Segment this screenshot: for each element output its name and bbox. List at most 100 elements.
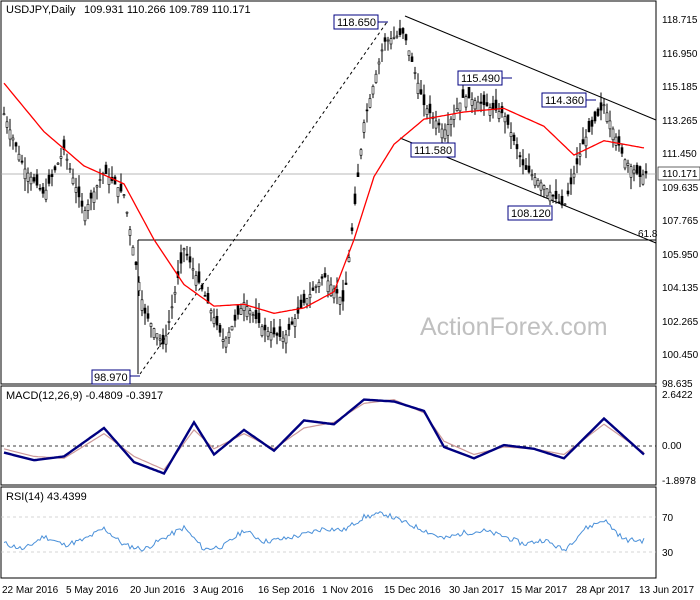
price-bar-body xyxy=(137,282,141,292)
price-bar-body xyxy=(221,339,225,342)
price-bar-body xyxy=(230,325,234,331)
macd-y-tick: 0.00 xyxy=(662,441,682,452)
price-bar-body xyxy=(41,187,45,194)
price-bar-body xyxy=(554,190,558,199)
annotation-box xyxy=(91,369,131,385)
price-bar-body xyxy=(446,124,450,136)
price-bar-body xyxy=(284,334,288,344)
price-bar-body xyxy=(209,310,213,314)
macd-y-tick: -1.8978 xyxy=(662,476,696,487)
price-bar-body xyxy=(536,179,540,187)
price-bar-body xyxy=(497,111,501,119)
price-bar-body xyxy=(587,120,591,133)
price-y-tick: 118.715 xyxy=(662,15,698,26)
annotation-high-3: 114.360 xyxy=(545,95,584,107)
price-bar-body xyxy=(329,284,333,297)
price-bar-body xyxy=(86,204,90,211)
x-tick: 5 May 2016 xyxy=(66,585,119,596)
price-bar-body xyxy=(401,28,405,34)
price-bar-body xyxy=(122,194,126,196)
price-bar-body xyxy=(35,174,39,186)
price-bar-body xyxy=(164,335,168,345)
price-bar-body xyxy=(575,158,579,165)
price-bar-body xyxy=(20,160,24,163)
price-y-tick: 115.185 xyxy=(662,82,698,93)
price-bar-body xyxy=(26,172,30,182)
price-bar-body xyxy=(50,174,54,177)
macd-signal-line xyxy=(3,398,645,471)
price-bar-body xyxy=(332,288,336,299)
price-bar-body xyxy=(491,102,495,110)
price-bar-body xyxy=(506,114,510,125)
price-bar-body xyxy=(245,306,249,318)
watermark: ActionForex.com xyxy=(420,313,608,341)
price-bar-body xyxy=(191,268,195,271)
price-bar-body xyxy=(608,120,612,130)
price-bar-body xyxy=(560,195,564,206)
price-bar-body xyxy=(212,317,216,324)
price-bar-body xyxy=(413,72,417,74)
price-bar-body xyxy=(320,276,324,279)
price-bar-body xyxy=(317,282,321,287)
x-tick: 30 Jan 2017 xyxy=(449,585,504,596)
x-tick: 15 Mar 2017 xyxy=(511,585,568,596)
price-bar-body xyxy=(65,158,69,161)
price-bar-body xyxy=(614,136,618,146)
price-bar-body xyxy=(530,174,534,177)
price-bar-body xyxy=(335,289,339,294)
price-bar-body xyxy=(299,299,303,309)
price-bar-body xyxy=(338,296,342,305)
price-bar-body xyxy=(539,182,543,191)
price-bar-body xyxy=(95,185,99,188)
price-bar-body xyxy=(341,290,345,302)
price-y-tick: 116.950 xyxy=(662,49,698,60)
price-bar-body xyxy=(200,284,204,290)
price-bar-body xyxy=(356,172,360,177)
price-bar-body xyxy=(617,136,621,146)
price-bar-body xyxy=(509,132,513,137)
price-bar-body xyxy=(173,291,177,295)
price-bar-body xyxy=(233,314,237,321)
price-bar-body xyxy=(323,273,327,278)
price-bar-body xyxy=(59,156,63,159)
price-bar-body xyxy=(641,174,645,185)
price-bar-body xyxy=(68,168,72,170)
macd-line xyxy=(3,398,645,475)
price-bar-body xyxy=(239,308,243,315)
upper-channel-line xyxy=(404,15,657,121)
price-bar-body xyxy=(599,102,603,111)
price-bar-body xyxy=(116,187,120,197)
price-bar-body xyxy=(359,149,363,156)
price-bar-body xyxy=(371,86,375,95)
price-bar-body xyxy=(635,164,639,174)
x-tick: 28 Apr 2017 xyxy=(576,585,630,596)
price-bar-body xyxy=(629,166,633,178)
price-bar-body xyxy=(53,166,57,171)
price-bar-body xyxy=(428,103,432,114)
price-bar-body xyxy=(527,165,531,173)
price-bar-body xyxy=(80,200,84,207)
price-bar-body xyxy=(398,28,402,35)
price-bar-body xyxy=(353,193,357,204)
price-bar-body xyxy=(464,96,468,108)
price-bar-body xyxy=(143,307,147,314)
price-bar-body xyxy=(248,310,252,315)
price-bar-body xyxy=(611,128,615,141)
price-bar-body xyxy=(377,61,381,65)
price-bar-body xyxy=(512,134,516,142)
price-bar-body xyxy=(449,118,453,125)
price-bar-body xyxy=(8,129,12,140)
price-bar-body xyxy=(125,211,129,214)
annotation-low-0: 98.970 xyxy=(94,372,128,384)
price-bar-body xyxy=(458,102,462,112)
price-bar-body xyxy=(563,203,567,206)
price-bar-body xyxy=(158,338,162,341)
price-bar-body xyxy=(14,142,18,147)
price-bar-body xyxy=(17,153,21,161)
price-bar-body xyxy=(578,153,582,157)
rsi-panel-frame xyxy=(0,486,657,579)
price-y-tick: 111.450 xyxy=(662,149,697,160)
price-bar-body xyxy=(167,321,171,323)
price-bar-body xyxy=(596,108,600,116)
x-tick: 20 Jun 2016 xyxy=(130,585,185,596)
